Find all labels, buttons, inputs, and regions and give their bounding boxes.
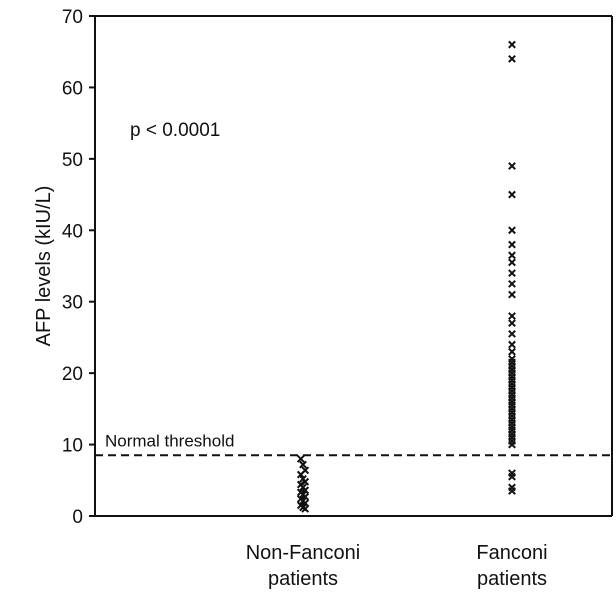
category-labels: Non-Fanconi patients Fanconi patients: [246, 542, 548, 590]
y-axis-label: AFP levels (kIU/L): [33, 186, 55, 347]
data-point: [508, 290, 516, 299]
y-tick-label: 70: [62, 7, 83, 28]
data-point: [508, 54, 516, 63]
threshold: Normal threshold: [95, 431, 612, 457]
data-point: [508, 240, 516, 249]
data-point: [508, 279, 516, 288]
data-point: [508, 487, 516, 495]
category-label: patients: [268, 568, 338, 590]
data-point: [301, 492, 310, 501]
data-point: [296, 470, 305, 479]
data-point: [508, 269, 516, 278]
data-point: [301, 486, 310, 495]
p-value-annotation: p < 0.0001: [130, 120, 220, 141]
data-point: [508, 258, 516, 267]
y-tick-label: 20: [62, 364, 83, 385]
y-ticks: 0 10 20 30 40 50 60 70: [62, 7, 95, 528]
category-label: patients: [477, 568, 547, 590]
y-tick-label: 10: [62, 436, 83, 457]
data-point: [508, 340, 516, 349]
data-point: [301, 499, 310, 508]
data-point: [508, 190, 516, 199]
y-tick-label: 40: [62, 221, 83, 242]
data-point: [508, 251, 516, 260]
y-tick-label: 30: [62, 293, 83, 314]
threshold-label: Normal threshold: [105, 431, 234, 450]
data-point: [508, 312, 516, 320]
data-point: [299, 460, 307, 469]
data-point: [296, 454, 305, 463]
data-points: [296, 40, 516, 513]
category-label: Fanconi: [476, 542, 547, 564]
data-point: [508, 347, 516, 356]
data-point: [508, 329, 516, 338]
y-tick-label: 60: [62, 78, 83, 99]
data-point: [508, 40, 516, 49]
data-point: [508, 319, 516, 328]
data-point: [301, 477, 310, 486]
data-point: [508, 440, 516, 449]
axes: [94, 15, 613, 517]
data-point: [508, 162, 516, 170]
y-tick-label: 50: [62, 150, 83, 171]
data-point: [508, 472, 516, 481]
data-point: [301, 504, 310, 513]
category-label: Non-Fanconi: [246, 542, 361, 564]
data-point: [508, 226, 516, 235]
y-tick-label: 0: [72, 507, 83, 528]
